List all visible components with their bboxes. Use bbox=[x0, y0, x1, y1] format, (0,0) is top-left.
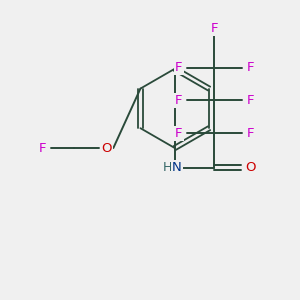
Text: F: F bbox=[246, 127, 254, 140]
Text: F: F bbox=[246, 94, 254, 107]
Text: O: O bbox=[101, 142, 112, 154]
Text: F: F bbox=[175, 61, 182, 74]
Text: F: F bbox=[246, 61, 254, 74]
Text: F: F bbox=[211, 22, 218, 34]
Text: H: H bbox=[163, 161, 172, 174]
Text: O: O bbox=[245, 161, 255, 174]
Text: N: N bbox=[172, 161, 182, 174]
Text: F: F bbox=[175, 94, 182, 107]
Text: F: F bbox=[175, 127, 182, 140]
Text: F: F bbox=[39, 142, 47, 154]
